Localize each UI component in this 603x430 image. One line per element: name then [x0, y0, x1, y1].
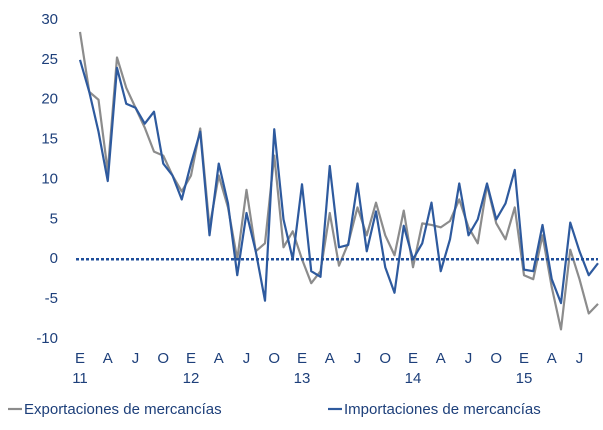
x-tick-label: J — [243, 350, 251, 367]
y-tick-label: -10 — [36, 330, 58, 347]
x-tick-label: A — [325, 350, 335, 367]
x-tick-label: O — [157, 350, 169, 367]
x-tick-label: E 15 — [516, 350, 533, 387]
x-tick-label: A — [103, 350, 113, 367]
y-tick-label: 20 — [41, 91, 58, 108]
y-tick-label: 30 — [41, 11, 58, 28]
x-tick-label: O — [379, 350, 391, 367]
series-line — [78, 31, 599, 331]
y-tick-label: 5 — [50, 210, 58, 227]
y-tick-label: -5 — [45, 290, 58, 307]
y-tick-label: 10 — [41, 170, 58, 187]
x-tick-label: J — [465, 350, 473, 367]
y-tick-label: 15 — [41, 131, 58, 148]
y-tick-label: 25 — [41, 51, 58, 68]
x-tick-label: O — [490, 350, 502, 367]
legend-label: Exportaciones de mercancías — [24, 401, 222, 418]
legend-label: Importaciones de mercancías — [344, 401, 541, 418]
y-tick-label: 0 — [50, 250, 58, 267]
series-line — [78, 59, 599, 305]
x-tick-label: O — [268, 350, 280, 367]
x-tick-label: J — [354, 350, 362, 367]
x-tick-label: A — [214, 350, 224, 367]
x-tick-label: J — [132, 350, 140, 367]
x-tick-label: J — [576, 350, 584, 367]
x-tick-label: E 13 — [294, 350, 311, 387]
x-tick-label: E 11 — [72, 350, 88, 387]
x-tick-label: E 14 — [405, 350, 422, 387]
x-tick-label: A — [547, 350, 557, 367]
x-tick-label: A — [436, 350, 446, 367]
x-tick-label: E 12 — [183, 350, 200, 387]
